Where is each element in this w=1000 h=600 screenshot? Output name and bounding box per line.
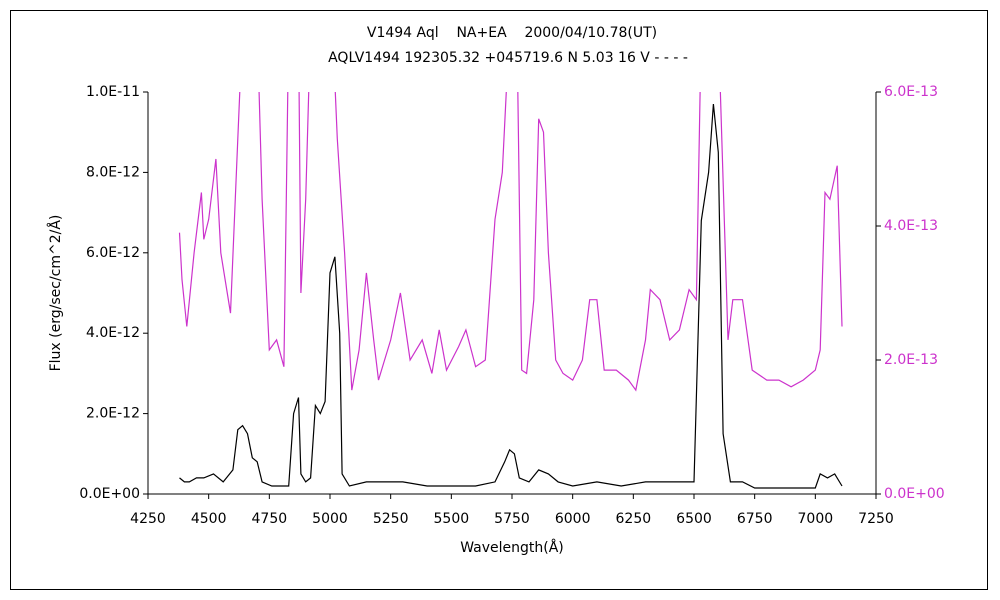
y2-tick-label: 4.0E-13 [884, 218, 938, 234]
x-tick-label: 5750 [494, 511, 530, 527]
x-tick-label: 5250 [373, 511, 409, 527]
y-tick-label: 0.0E+00 [79, 486, 140, 502]
x-tick-label: 7000 [798, 511, 834, 527]
chart-frame [10, 10, 988, 590]
x-tick-label: 4500 [191, 511, 227, 527]
plot-area [178, 92, 843, 489]
x-tick-label: 5000 [312, 511, 348, 527]
y-tick-label: 4.0E-12 [86, 325, 140, 341]
x-tick-label: 4250 [130, 511, 166, 527]
series-line [179, 104, 843, 489]
x-tick-label: 6750 [737, 511, 773, 527]
y2-tick-label: 6.0E-13 [884, 84, 938, 100]
x-tick-label: 4750 [252, 511, 288, 527]
y-tick-label: 8.0E-12 [86, 164, 140, 180]
x-tick-label: 5500 [434, 511, 470, 527]
y2-tick-label: 0.0E+00 [884, 486, 945, 502]
chart-title: V1494 Aql NA+EA 2000/04/10.78(UT) [367, 25, 657, 41]
y-tick-label: 1.0E-11 [86, 84, 140, 100]
x-tick-label: 6000 [555, 511, 591, 527]
x-tick-label: 6250 [616, 511, 652, 527]
series-line [178, 92, 843, 392]
chart-subtitle: AQLV1494 192305.32 +045719.6 N 5.03 16 V… [328, 50, 688, 66]
y-tick-label: 2.0E-12 [86, 406, 140, 422]
y-tick-label: 6.0E-12 [86, 245, 140, 261]
x-tick-label: 6500 [676, 511, 712, 527]
y-axis-label: Flux (erg/sec/cm^2/Å) [47, 215, 64, 372]
x-tick-label: 7250 [858, 511, 894, 527]
y2-tick-label: 2.0E-13 [884, 352, 938, 368]
x-axis-label: Wavelength(Å) [460, 539, 564, 556]
